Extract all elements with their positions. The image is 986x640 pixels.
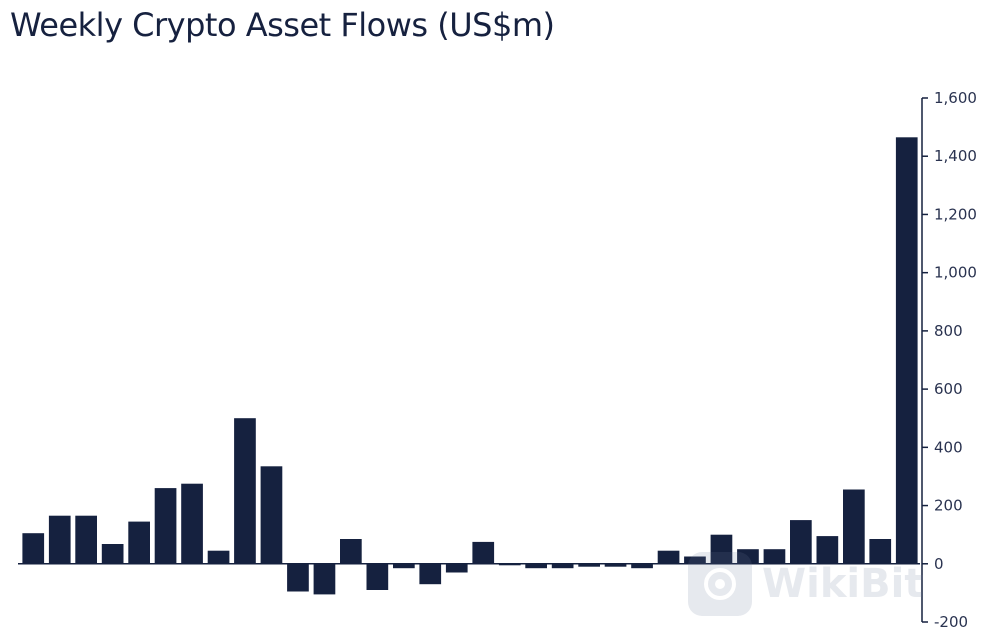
- bar-10: [287, 563, 309, 592]
- bar-2: [75, 515, 97, 564]
- y-tick-label-7: 200: [934, 497, 963, 515]
- bar-23: [631, 563, 653, 569]
- bar-31: [843, 489, 865, 564]
- bar-29: [790, 520, 812, 564]
- bar-15: [419, 563, 442, 585]
- bar-18: [498, 563, 521, 566]
- y-tick-label-0: 1,600: [934, 89, 977, 107]
- bar-6: [181, 483, 203, 564]
- y-tick-label-9: -200: [934, 613, 968, 631]
- bar-33: [895, 137, 918, 564]
- bar-19: [525, 563, 547, 569]
- bar-27: [737, 549, 759, 564]
- bar-14: [393, 563, 415, 569]
- bar-5: [154, 488, 177, 564]
- chart-title: Weekly Crypto Asset Flows (US$m): [10, 6, 555, 44]
- y-tick-label-6: 400: [934, 438, 963, 456]
- bar-32: [869, 539, 892, 564]
- bar-26: [710, 534, 733, 564]
- y-tick-label-8: 0: [934, 555, 944, 573]
- y-tick-label-3: 1,000: [934, 264, 977, 282]
- bar-20: [551, 563, 574, 569]
- bar-0: [22, 533, 45, 564]
- bar-16: [445, 563, 468, 573]
- bar-22: [604, 563, 627, 567]
- bar-12: [340, 539, 362, 564]
- bars-group: [22, 137, 918, 595]
- bar-4: [128, 521, 150, 564]
- y-tick-label-5: 600: [934, 380, 963, 398]
- bar-7: [207, 550, 230, 564]
- bar-13: [366, 563, 389, 590]
- bar-21: [578, 563, 600, 567]
- watermark-text: WikiBit: [762, 561, 924, 607]
- bar-28: [763, 549, 786, 564]
- bar-11: [313, 563, 336, 595]
- y-tick-label-1: 1,400: [934, 147, 977, 165]
- bar-3: [101, 544, 124, 564]
- bar-8: [234, 418, 256, 564]
- bar-9: [260, 466, 283, 564]
- bar-30: [816, 536, 839, 564]
- bar-1: [48, 515, 71, 564]
- y-tick-label-2: 1,200: [934, 205, 977, 223]
- y-ticks-group: 1,600 1,400 1,200 1,000 800 600 400 200 0 -200: [922, 89, 977, 631]
- bar-17: [472, 541, 495, 564]
- watermark: WikiBit: [688, 552, 923, 616]
- y-tick-label-4: 800: [934, 322, 963, 340]
- bar-24: [657, 550, 680, 564]
- bar-25: [684, 556, 706, 564]
- wikibit-logo-icon: [688, 552, 752, 616]
